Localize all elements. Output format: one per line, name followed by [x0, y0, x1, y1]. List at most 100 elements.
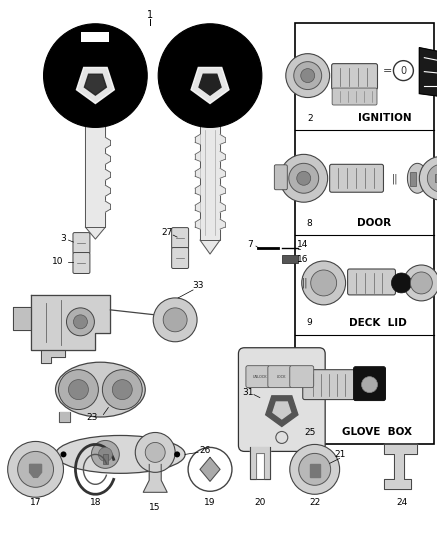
Circle shape — [68, 379, 88, 400]
Circle shape — [286, 54, 330, 98]
Polygon shape — [220, 168, 225, 178]
Text: 24: 24 — [397, 498, 408, 507]
Circle shape — [419, 156, 438, 200]
Polygon shape — [273, 402, 291, 419]
Polygon shape — [106, 201, 110, 212]
Polygon shape — [310, 464, 320, 478]
Polygon shape — [200, 457, 220, 481]
Text: 17: 17 — [30, 498, 41, 507]
FancyBboxPatch shape — [172, 228, 189, 248]
Text: ||: || — [392, 173, 399, 183]
FancyBboxPatch shape — [353, 367, 385, 401]
FancyBboxPatch shape — [246, 366, 270, 387]
Circle shape — [297, 171, 311, 185]
Circle shape — [59, 370, 99, 409]
Text: 20: 20 — [254, 498, 265, 507]
Text: 22: 22 — [309, 498, 320, 507]
Circle shape — [299, 454, 331, 486]
Bar — [81, 32, 110, 42]
Circle shape — [145, 442, 165, 462]
Circle shape — [294, 62, 321, 90]
Text: UNLOCK: UNLOCK — [253, 375, 267, 378]
Polygon shape — [85, 227, 106, 239]
Circle shape — [153, 298, 197, 342]
Circle shape — [18, 451, 53, 487]
Polygon shape — [143, 464, 167, 492]
Text: 23: 23 — [87, 413, 98, 422]
Polygon shape — [220, 219, 225, 229]
Text: 10: 10 — [52, 256, 63, 265]
Polygon shape — [59, 411, 71, 422]
Circle shape — [158, 24, 262, 127]
Text: 31: 31 — [242, 388, 254, 397]
Circle shape — [290, 445, 339, 494]
Polygon shape — [30, 464, 42, 478]
Circle shape — [361, 377, 378, 393]
Circle shape — [74, 315, 88, 329]
Circle shape — [8, 441, 64, 497]
FancyBboxPatch shape — [290, 366, 314, 387]
Ellipse shape — [407, 163, 427, 193]
Text: 7: 7 — [247, 239, 253, 248]
Text: 25: 25 — [304, 428, 315, 437]
Bar — [103, 455, 108, 464]
Circle shape — [163, 308, 187, 332]
Polygon shape — [220, 134, 225, 144]
Circle shape — [112, 379, 132, 400]
Text: =: = — [383, 66, 392, 76]
Text: 21: 21 — [334, 450, 345, 459]
Circle shape — [311, 270, 337, 296]
Bar — [435, 174, 438, 182]
Polygon shape — [220, 185, 225, 195]
Polygon shape — [419, 47, 438, 98]
Text: DECK  LID: DECK LID — [349, 318, 406, 328]
FancyBboxPatch shape — [348, 269, 396, 295]
Circle shape — [427, 164, 438, 192]
Polygon shape — [106, 154, 110, 164]
Polygon shape — [250, 447, 270, 479]
Polygon shape — [385, 445, 417, 489]
Polygon shape — [106, 169, 110, 180]
FancyBboxPatch shape — [268, 366, 292, 387]
Polygon shape — [195, 202, 200, 212]
Polygon shape — [191, 68, 229, 103]
Text: 27: 27 — [162, 228, 173, 237]
Text: 9: 9 — [307, 318, 313, 327]
Bar — [295, 23, 434, 445]
Circle shape — [280, 155, 328, 202]
FancyBboxPatch shape — [332, 63, 378, 90]
FancyBboxPatch shape — [238, 348, 325, 451]
Polygon shape — [199, 74, 221, 95]
Text: LOCK: LOCK — [277, 375, 286, 378]
Text: 19: 19 — [204, 498, 216, 507]
Polygon shape — [195, 219, 200, 229]
FancyBboxPatch shape — [274, 165, 287, 190]
Polygon shape — [85, 123, 106, 227]
Circle shape — [302, 261, 346, 305]
Circle shape — [392, 273, 411, 293]
Text: 8: 8 — [307, 219, 313, 228]
Polygon shape — [220, 202, 225, 212]
FancyBboxPatch shape — [73, 232, 90, 254]
Text: ||: || — [302, 278, 308, 288]
Polygon shape — [195, 168, 200, 178]
Text: 0: 0 — [400, 66, 406, 76]
Polygon shape — [41, 350, 66, 362]
Text: 1: 1 — [147, 10, 153, 20]
Circle shape — [403, 265, 438, 301]
Circle shape — [410, 272, 432, 294]
Circle shape — [289, 163, 319, 193]
Circle shape — [43, 24, 147, 127]
Polygon shape — [220, 151, 225, 161]
Polygon shape — [85, 74, 106, 95]
Text: 15: 15 — [149, 503, 161, 512]
Text: 3: 3 — [60, 233, 67, 243]
Circle shape — [174, 451, 180, 457]
Text: 26: 26 — [199, 446, 211, 455]
Circle shape — [301, 69, 314, 83]
Circle shape — [67, 308, 95, 336]
Polygon shape — [195, 185, 200, 195]
Polygon shape — [200, 240, 220, 254]
Bar — [410, 172, 417, 186]
Text: 2: 2 — [307, 114, 313, 123]
